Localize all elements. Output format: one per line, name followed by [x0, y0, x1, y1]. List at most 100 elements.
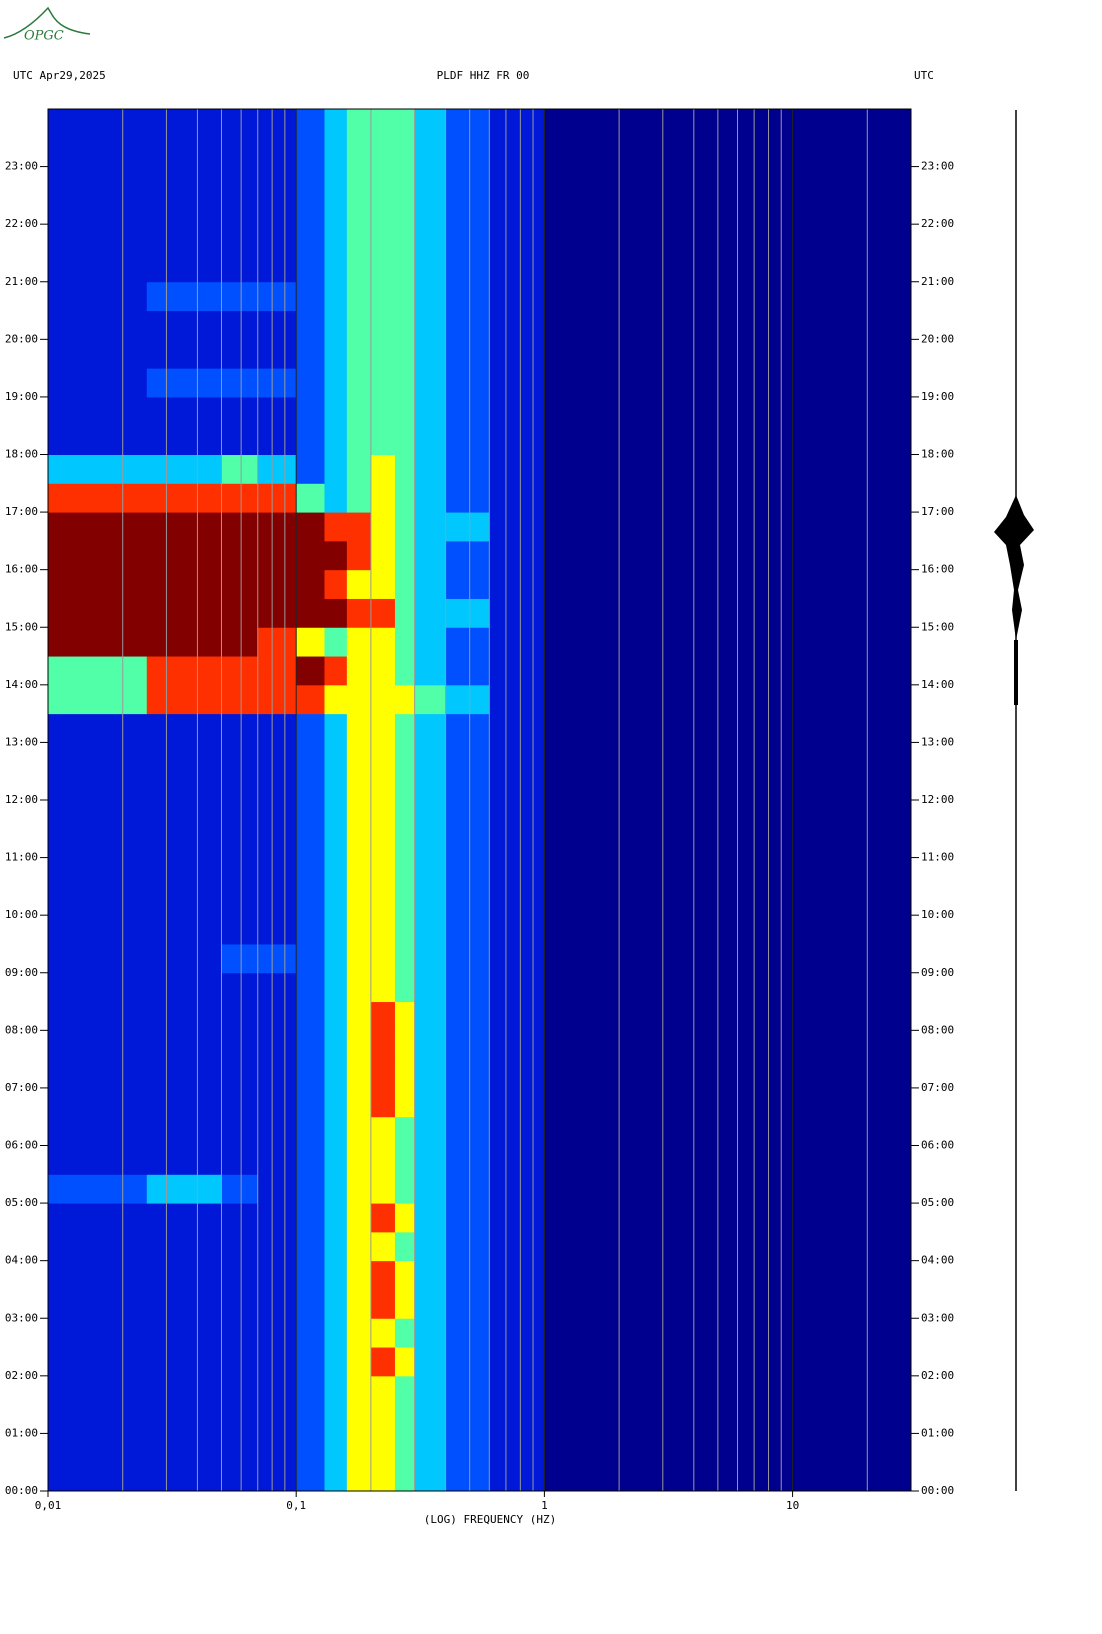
cell: [370, 713, 396, 743]
cell: [221, 109, 259, 139]
cell: [662, 1231, 912, 1262]
cell: [414, 800, 447, 830]
cell: [662, 454, 912, 484]
cell: [257, 483, 297, 513]
cell: [257, 224, 297, 254]
cell: [394, 512, 416, 542]
cell: [146, 1433, 222, 1463]
y-tick-label-left: 23:00: [5, 160, 38, 173]
cell: [146, 972, 222, 1003]
cell: [489, 425, 545, 455]
cell: [445, 1404, 490, 1434]
cell: [445, 137, 490, 168]
cell: [394, 1231, 416, 1262]
cell: [257, 627, 297, 657]
y-tick-label-left: 18:00: [5, 448, 38, 461]
cell: [146, 425, 222, 455]
cell: [414, 425, 447, 455]
cell: [257, 1087, 297, 1118]
cell: [324, 1462, 348, 1492]
cell: [370, 339, 396, 369]
cell: [48, 483, 148, 513]
cell: [48, 1203, 148, 1233]
cell: [544, 339, 664, 369]
cell: [346, 1116, 372, 1146]
cell: [414, 742, 447, 772]
cell: [489, 252, 545, 283]
cell: [544, 1260, 664, 1290]
cell: [324, 1087, 348, 1118]
cell: [296, 425, 325, 455]
cell: [662, 1318, 912, 1348]
cell: [394, 857, 416, 887]
cell: [257, 310, 297, 340]
cell: [489, 1433, 545, 1463]
cell: [544, 684, 664, 715]
cell: [296, 310, 325, 340]
cell: [394, 1462, 416, 1492]
cell: [489, 1030, 545, 1060]
cell: [662, 1001, 912, 1031]
cell: [662, 1433, 912, 1463]
cell: [346, 569, 372, 599]
cell: [296, 512, 325, 542]
cell: [48, 1087, 148, 1118]
cell: [445, 886, 490, 916]
cell: [146, 1260, 222, 1290]
cell: [544, 1030, 664, 1060]
cell: [257, 195, 297, 225]
cell: [346, 1318, 372, 1348]
cell: [414, 857, 447, 887]
x-tick-label: 0,1: [286, 1499, 306, 1512]
cell: [544, 396, 664, 427]
cell: [544, 281, 664, 312]
cell: [296, 252, 325, 283]
cell: [544, 742, 664, 772]
cell: [257, 109, 297, 139]
cell: [221, 771, 259, 801]
cell: [414, 972, 447, 1003]
cell: [346, 1030, 372, 1060]
cell: [324, 943, 348, 974]
cell: [48, 684, 148, 715]
cell: [346, 1059, 372, 1089]
cell: [346, 512, 372, 542]
cell: [445, 425, 490, 455]
cell: [48, 195, 148, 225]
cell: [370, 166, 396, 196]
cell: [296, 1347, 325, 1377]
cell: [489, 109, 545, 139]
cell: [662, 540, 912, 571]
y-tick-label-right: 00:00: [921, 1484, 954, 1497]
cell: [544, 1433, 664, 1463]
cell: [445, 742, 490, 772]
cell: [394, 1433, 416, 1463]
cell: [221, 713, 259, 743]
cell: [48, 1289, 148, 1319]
cell: [296, 713, 325, 743]
cell: [414, 1462, 447, 1492]
cell: [221, 1116, 259, 1146]
cell: [296, 1145, 325, 1175]
cell: [445, 483, 490, 513]
cell: [257, 1318, 297, 1348]
cell: [662, 1145, 912, 1175]
cell: [394, 1174, 416, 1204]
cell: [146, 742, 222, 772]
cell: [257, 1433, 297, 1463]
cell: [296, 166, 325, 196]
cell: [346, 1347, 372, 1377]
cell: [296, 972, 325, 1003]
cell: [346, 857, 372, 887]
cell: [221, 857, 259, 887]
cell: [146, 109, 222, 139]
cell: [296, 224, 325, 254]
cell: [394, 1260, 416, 1290]
cell: [296, 1289, 325, 1319]
cell: [489, 684, 545, 715]
cell: [257, 1289, 297, 1319]
cell: [257, 1116, 297, 1146]
cell: [324, 857, 348, 887]
cell: [48, 224, 148, 254]
cell: [394, 1087, 416, 1118]
